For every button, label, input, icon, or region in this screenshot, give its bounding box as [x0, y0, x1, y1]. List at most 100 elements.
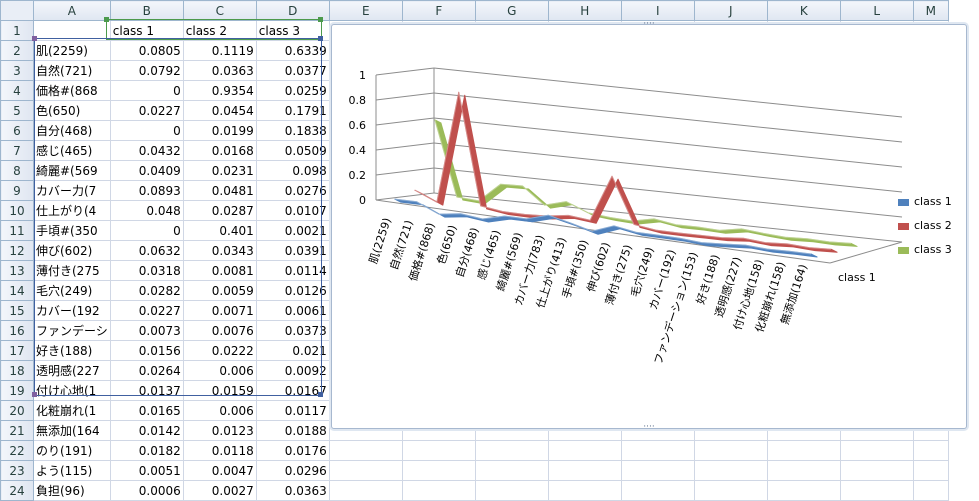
cell-a20[interactable]: 化粧崩れ(1 [33, 400, 111, 421]
empty-cell[interactable] [328, 480, 403, 501]
empty-cell[interactable] [328, 440, 403, 461]
cell-a11[interactable]: 手頃#(350 [33, 220, 111, 241]
cell-b20[interactable]: 0.0165 [109, 400, 184, 421]
cell-b21[interactable]: 0.0142 [109, 420, 184, 441]
cell-b8[interactable]: 0.0409 [109, 160, 184, 181]
cell-c22[interactable]: 0.0118 [182, 440, 257, 461]
cell-c23[interactable]: 0.0047 [182, 460, 257, 481]
cell-c10[interactable]: 0.0287 [182, 200, 257, 221]
column-header-a[interactable]: A [33, 0, 111, 21]
series-line-class-3[interactable] [434, 119, 858, 247]
cell-a5[interactable]: 色(650) [33, 100, 111, 121]
cell-a12[interactable]: 伸び(602) [33, 240, 111, 261]
empty-cell[interactable] [912, 440, 949, 461]
column-header-l[interactable]: L [839, 0, 914, 21]
row-header[interactable]: 2 [0, 40, 34, 61]
empty-cell[interactable] [693, 480, 768, 501]
cell-b14[interactable]: 0.0282 [109, 280, 184, 301]
empty-cell[interactable] [620, 440, 695, 461]
row-header[interactable]: 9 [0, 180, 34, 201]
cell-a19[interactable]: 付け心地(1 [33, 380, 111, 401]
column-header-c[interactable]: C [182, 0, 257, 21]
range-handle-bottom-left[interactable] [32, 392, 37, 397]
cell-b4[interactable]: 0 [109, 80, 184, 101]
cell-b1[interactable]: class 1 [109, 20, 184, 41]
range-handle-mid-left[interactable] [32, 36, 37, 41]
cell-d2[interactable]: 0.6339 [255, 40, 330, 61]
cell-a21[interactable]: 無添加(164 [33, 420, 111, 441]
empty-cell[interactable] [547, 440, 622, 461]
empty-cell[interactable] [839, 480, 914, 501]
cell-b12[interactable]: 0.0632 [109, 240, 184, 261]
empty-cell[interactable] [766, 460, 841, 481]
row-header[interactable]: 22 [0, 440, 34, 461]
row-header[interactable]: 24 [0, 480, 34, 501]
column-header-i[interactable]: I [620, 0, 695, 21]
row-header[interactable]: 7 [0, 140, 34, 161]
series-line-class-1[interactable] [394, 198, 818, 258]
row-header[interactable]: 14 [0, 280, 34, 301]
cell-a13[interactable]: 薄付き(275 [33, 260, 111, 281]
empty-cell[interactable] [912, 460, 949, 481]
select-all-corner[interactable] [0, 0, 34, 21]
cell-b9[interactable]: 0.0893 [109, 180, 184, 201]
cell-c4[interactable]: 0.9354 [182, 80, 257, 101]
cell-a3[interactable]: 自然(721) [33, 60, 111, 81]
cell-b23[interactable]: 0.0051 [109, 460, 184, 481]
legend-entry-class-1[interactable]: class 1 [898, 195, 952, 209]
cell-a1[interactable] [33, 20, 111, 41]
cell-d9[interactable]: 0.0276 [255, 180, 330, 201]
cell-a17[interactable]: 好き(188) [33, 340, 111, 361]
cell-c7[interactable]: 0.0168 [182, 140, 257, 161]
cell-c16[interactable]: 0.0076 [182, 320, 257, 341]
column-header-b[interactable]: B [109, 0, 184, 21]
row-header[interactable]: 21 [0, 420, 34, 441]
cell-a6[interactable]: 自分(468) [33, 120, 111, 141]
cell-d15[interactable]: 0.0061 [255, 300, 330, 321]
row-header[interactable]: 1 [0, 20, 34, 41]
range-handle-bottom-right[interactable] [318, 392, 323, 397]
cell-b16[interactable]: 0.0073 [109, 320, 184, 341]
cell-d20[interactable]: 0.0117 [255, 400, 330, 421]
cell-c3[interactable]: 0.0363 [182, 60, 257, 81]
empty-cell[interactable] [839, 460, 914, 481]
row-header[interactable]: 20 [0, 400, 34, 421]
cell-c9[interactable]: 0.0481 [182, 180, 257, 201]
range-handle-top-right[interactable] [318, 17, 323, 22]
cell-d3[interactable]: 0.0377 [255, 60, 330, 81]
empty-cell[interactable] [474, 460, 549, 481]
cell-b17[interactable]: 0.0156 [109, 340, 184, 361]
chart-object[interactable]: ···· ···· 0 0.2 0.4 0.6 0.8 1 肌(2259) 自然(721) 価格… [331, 19, 967, 432]
cell-b22[interactable]: 0.0182 [109, 440, 184, 461]
column-header-g[interactable]: G [474, 0, 549, 21]
cell-c19[interactable]: 0.0159 [182, 380, 257, 401]
cell-c17[interactable]: 0.0222 [182, 340, 257, 361]
cell-a22[interactable]: のり(191) [33, 440, 111, 461]
cell-a7[interactable]: 感じ(465) [33, 140, 111, 161]
cell-d22[interactable]: 0.0176 [255, 440, 330, 461]
chart-resize-handle-top[interactable]: ···· [643, 19, 655, 29]
cell-d11[interactable]: 0.0021 [255, 220, 330, 241]
cell-c1[interactable]: class 2 [182, 20, 257, 41]
cell-a14[interactable]: 毛穴(249) [33, 280, 111, 301]
cell-d7[interactable]: 0.0509 [255, 140, 330, 161]
cell-d21[interactable]: 0.0188 [255, 420, 330, 441]
chart-resize-handle-bottom[interactable]: ···· [643, 422, 655, 432]
cell-b11[interactable]: 0 [109, 220, 184, 241]
cell-c6[interactable]: 0.0199 [182, 120, 257, 141]
cell-a2[interactable]: 肌(2259) [33, 40, 111, 61]
cell-b24[interactable]: 0.0006 [109, 480, 184, 501]
cell-c21[interactable]: 0.0123 [182, 420, 257, 441]
row-header[interactable]: 13 [0, 260, 34, 281]
cell-a24[interactable]: 負担(96) [33, 480, 111, 501]
legend-entry-class-3[interactable]: class 3 [898, 243, 952, 257]
row-header[interactable]: 16 [0, 320, 34, 341]
empty-cell[interactable] [620, 480, 695, 501]
cell-b2[interactable]: 0.0805 [109, 40, 184, 61]
row-header[interactable]: 5 [0, 100, 34, 121]
cell-d19[interactable]: 0.0167 [255, 380, 330, 401]
empty-cell[interactable] [547, 480, 622, 501]
empty-cell[interactable] [401, 460, 476, 481]
empty-cell[interactable] [620, 460, 695, 481]
cell-b13[interactable]: 0.0318 [109, 260, 184, 281]
